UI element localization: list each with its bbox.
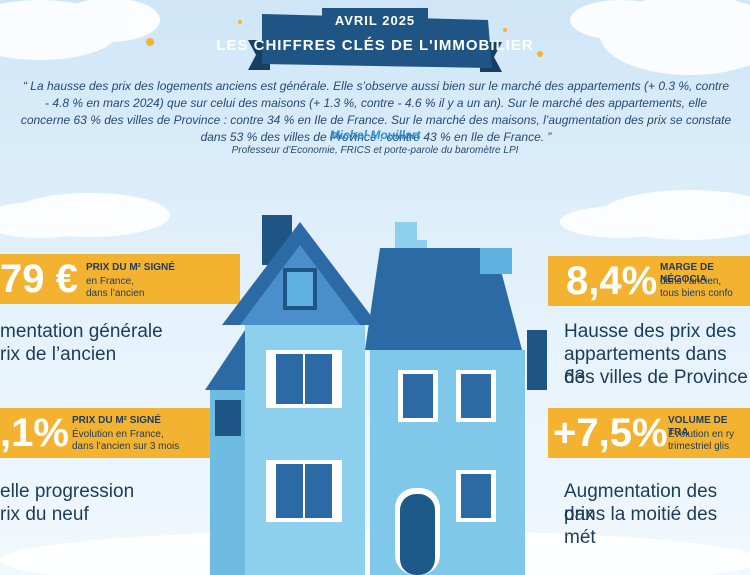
band-bottom-left [0, 408, 240, 458]
stat-top-left-desc1: mentation générale [0, 321, 163, 342]
stat-bottom-right-label: VOLUME DE TRA [668, 415, 728, 438]
stat-bottom-left-label: PRIX DU M² SIGNÉ [72, 415, 161, 426]
band-top-right [548, 256, 750, 306]
stat-top-right-sub2: tous biens confo [660, 288, 733, 299]
stat-bottom-right-value: +7,5% [553, 411, 668, 455]
stat-bottom-left-sub2: dans l’ancien sur 3 mois [72, 441, 180, 452]
stat-top-left-desc2: rix de l’ancien [0, 344, 117, 365]
header-date: AVRIL 2025 [334, 13, 416, 28]
stat-top-left-value: 79 € [0, 257, 78, 301]
quote-author: Michel Mouillart [329, 128, 421, 142]
stat-top-left-label: PRIX DU M² SIGNÉ [86, 262, 175, 273]
stat-bottom-left-value: ,1% [0, 411, 69, 455]
quote-text: “ La hausse des prix des logements ancie… [20, 79, 732, 144]
stat-bottom-right-desc1: Augmentation des prix [564, 481, 718, 525]
house-illustration [205, 215, 547, 575]
quote-author-role: Professeur d’Economie, FRICS et porte-pa… [231, 145, 519, 156]
stat-top-right-label: MARGE DE NÉGOCIA [660, 262, 714, 285]
stat-top-right-sub1: dans l’ancien, [660, 276, 722, 287]
stat-bottom-right-desc2: dans la moitié des mét [564, 504, 718, 548]
stat-bottom-right-sub1: Évolution en ry [668, 429, 735, 440]
stat-top-right-desc3: des villes de Province [564, 367, 748, 388]
stat-bottom-left-sub1: Évolution en France, [72, 429, 164, 440]
title-ribbon [248, 8, 502, 72]
band-top-left [0, 254, 240, 304]
stat-top-right-desc2: appartements dans 63 [564, 344, 727, 388]
stat-bottom-left-desc1: elle progression [0, 481, 135, 502]
header-title: LES CHIFFRES CLÉS DE L'IMMOBILIER [216, 37, 534, 54]
stat-top-left-sub2: dans l’ancien [86, 288, 145, 299]
stat-top-right-desc1: Hausse des prix des [564, 321, 737, 342]
stat-top-right-value: 8,4% [566, 259, 658, 303]
stat-bottom-right-sub2: trimestriel glis [668, 441, 730, 452]
stat-bottom-left-desc2: rix du neuf [0, 504, 89, 525]
band-bottom-right [548, 408, 750, 458]
stat-top-left-sub1: en France, [86, 276, 134, 287]
